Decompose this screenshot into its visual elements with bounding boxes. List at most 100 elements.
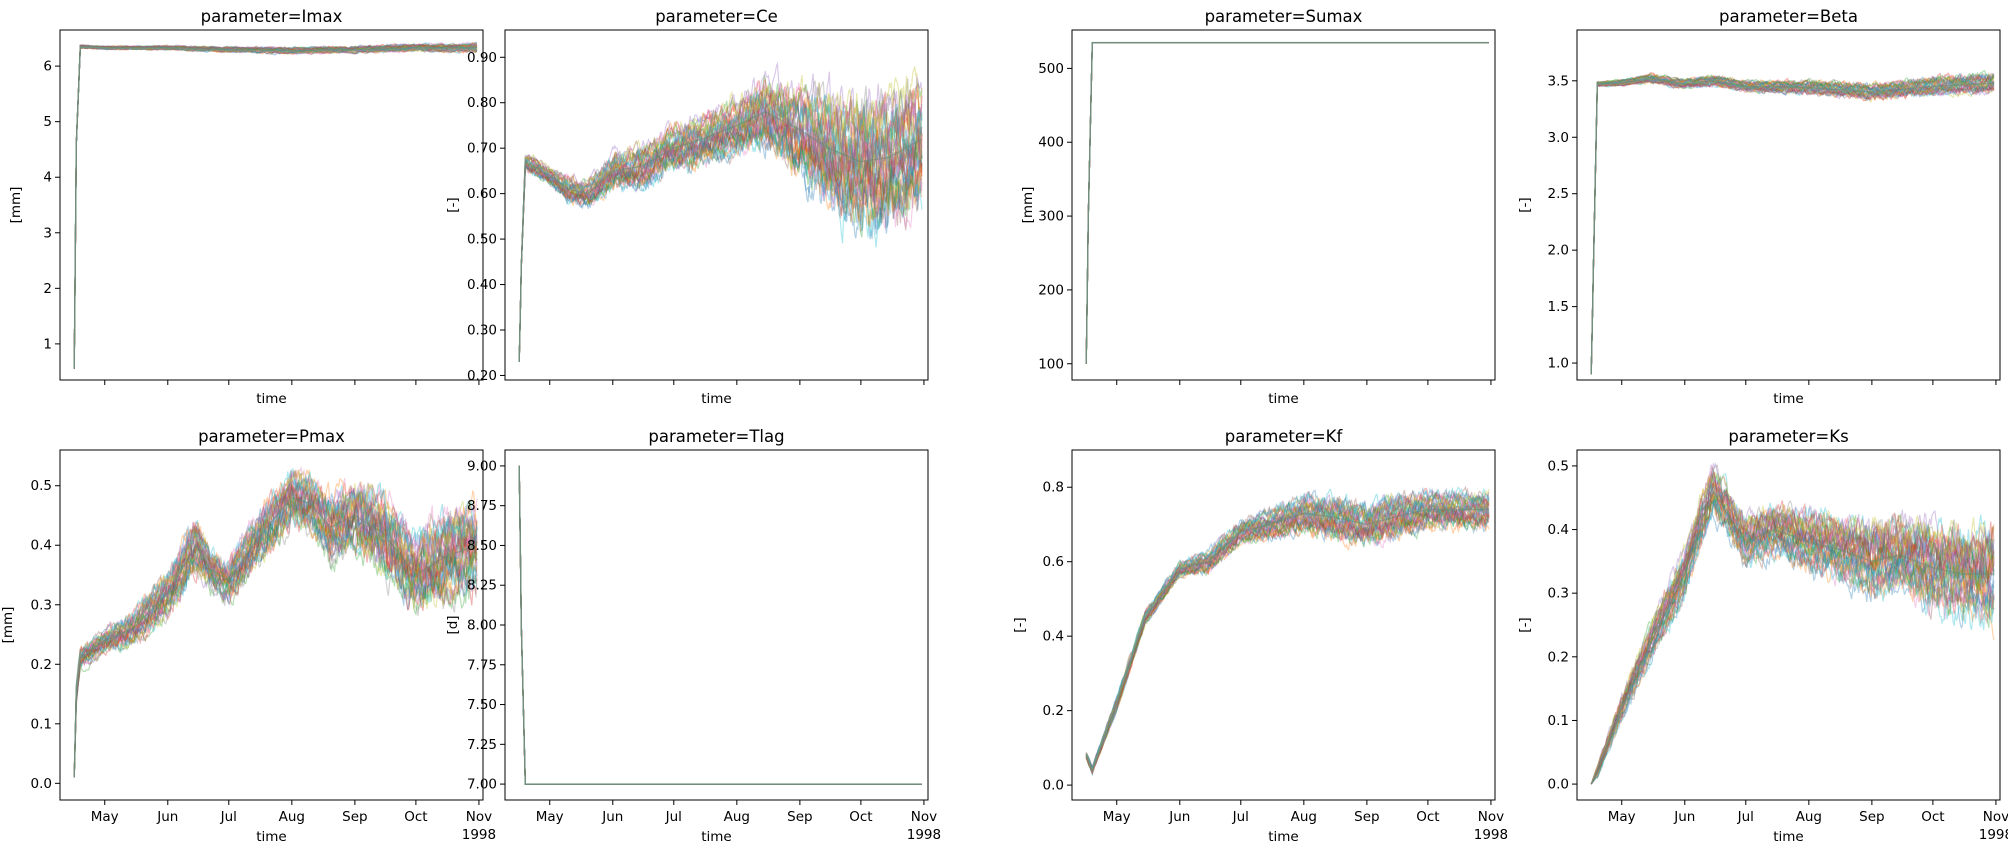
series-lines xyxy=(1590,461,1995,785)
axes-frame xyxy=(1576,449,2001,801)
y-tick-label: 1 xyxy=(43,336,52,352)
y-tick-label: 500 xyxy=(1038,61,1064,77)
y-tick-label: 0.80 xyxy=(467,95,497,111)
ensemble-line xyxy=(518,465,922,785)
ensemble-line xyxy=(73,43,478,369)
y-tick-label: 0.5 xyxy=(1548,458,1569,474)
ensemble-line xyxy=(1590,486,1995,785)
ensemble-line xyxy=(73,46,478,369)
ensemble-line xyxy=(1590,496,1995,785)
ensemble-line xyxy=(1085,41,1489,364)
ensemble-line xyxy=(73,486,478,778)
ensemble-core-line xyxy=(1085,508,1489,773)
x-axis-label: time xyxy=(701,391,732,407)
x-tick-label: Aug xyxy=(1796,809,1822,825)
x-tick-label: Jul xyxy=(665,809,682,825)
x-tick-label: Oct xyxy=(404,809,427,825)
ensemble-line xyxy=(1085,41,1489,364)
x-axis-label: time xyxy=(1268,829,1299,845)
ensemble-line xyxy=(1085,504,1489,774)
y-tick-label: 0.1 xyxy=(1548,713,1569,729)
ensemble-line xyxy=(1085,41,1489,364)
ensemble-line xyxy=(73,45,478,369)
ensemble-line xyxy=(73,44,478,369)
y-tick-label: 2 xyxy=(43,281,52,297)
ensemble-line xyxy=(1590,480,1995,785)
ensemble-line xyxy=(1590,487,1995,785)
ensemble-line xyxy=(1085,488,1490,770)
ensemble-line xyxy=(1085,41,1489,364)
y-axis-label: [-] xyxy=(1012,617,1028,632)
series-lines xyxy=(73,41,478,369)
ensemble-line xyxy=(1085,41,1489,364)
ensemble-line xyxy=(73,42,478,369)
ensemble-line xyxy=(73,478,478,778)
ensemble-line xyxy=(1085,506,1490,774)
ensemble-line xyxy=(73,44,478,369)
ensemble-line xyxy=(1085,499,1490,772)
ensemble-line xyxy=(1085,485,1490,768)
subplot-title: parameter=Kf xyxy=(1225,427,1344,446)
ensemble-line xyxy=(518,77,923,362)
ensemble-line xyxy=(518,118,923,362)
ensemble-line xyxy=(73,44,478,369)
ensemble-line xyxy=(1085,487,1490,769)
y-tick-label: 6 xyxy=(43,59,52,75)
subplot-ce: 0.20 0.30 0.40 0.50 0.60 0.70 0.80 0.90 paramete… xyxy=(445,7,929,407)
ensemble-line xyxy=(518,116,923,362)
ensemble-line xyxy=(1085,41,1489,364)
x-axis-label: time xyxy=(701,829,732,845)
ensemble-line xyxy=(73,46,478,369)
y-tick-label: 0.0 xyxy=(31,776,52,792)
ensemble-line xyxy=(73,469,478,778)
ensemble-core-line xyxy=(518,111,923,362)
ensemble-core-line xyxy=(1085,41,1489,364)
ensemble-line xyxy=(1590,77,1995,375)
x-year-label: 1998 xyxy=(1474,827,1508,843)
ensemble-line xyxy=(1085,512,1490,773)
ensemble-line xyxy=(1590,491,1995,785)
x-tick-label: Oct xyxy=(849,809,872,825)
ensemble-line xyxy=(73,42,478,369)
ensemble-line xyxy=(73,488,478,778)
y-axis-label: [-] xyxy=(445,197,461,212)
ensemble-line xyxy=(1085,41,1489,364)
ensemble-line xyxy=(73,45,478,369)
y-tick-label: 5 xyxy=(43,114,52,130)
series-lines xyxy=(518,465,922,785)
ensemble-line xyxy=(518,465,922,785)
ensemble-line xyxy=(73,503,478,778)
ensemble-line xyxy=(518,90,923,362)
ensemble-line xyxy=(518,96,923,362)
y-tick-label: 2.5 xyxy=(1548,186,1569,202)
y-tick-label: 0.40 xyxy=(467,277,497,293)
ensemble-line xyxy=(1085,41,1489,364)
ensemble-line xyxy=(518,106,923,362)
y-tick-label: 0.60 xyxy=(467,186,497,202)
ensemble-line xyxy=(518,74,923,362)
y-tick-label: 8.75 xyxy=(467,498,497,514)
ensemble-line xyxy=(1590,473,1995,785)
x-tick-label: May xyxy=(1608,809,1636,825)
ensemble-line xyxy=(1590,73,1995,375)
ensemble-line xyxy=(1590,72,1995,375)
ensemble-line xyxy=(518,116,923,362)
ensemble-line xyxy=(518,465,922,785)
ensemble-line xyxy=(1590,499,1995,785)
ensemble-line xyxy=(518,114,923,362)
subplot-title: parameter=Sumax xyxy=(1205,7,1363,26)
ensemble-line xyxy=(1590,75,1995,375)
ensemble-line xyxy=(1590,78,1995,375)
y-axis-label: [-] xyxy=(1517,197,1533,212)
ensemble-core-line xyxy=(1590,489,1994,785)
x-tick-label: Sep xyxy=(1859,809,1884,825)
ensemble-line xyxy=(73,489,478,778)
x-tick-label: Nov xyxy=(1983,809,2008,825)
ensemble-line xyxy=(1590,475,1995,785)
y-tick-label: 7.50 xyxy=(467,697,497,713)
ensemble-line xyxy=(518,465,922,785)
ensemble-line xyxy=(518,465,922,785)
ensemble-line xyxy=(518,117,923,362)
subplot-ks: 0.0 0.1 0.2 0.3 0.4 0.5 May Jun Jul Aug Sep Oct Nov 1… xyxy=(1517,427,2008,845)
ensemble-line xyxy=(73,496,478,778)
